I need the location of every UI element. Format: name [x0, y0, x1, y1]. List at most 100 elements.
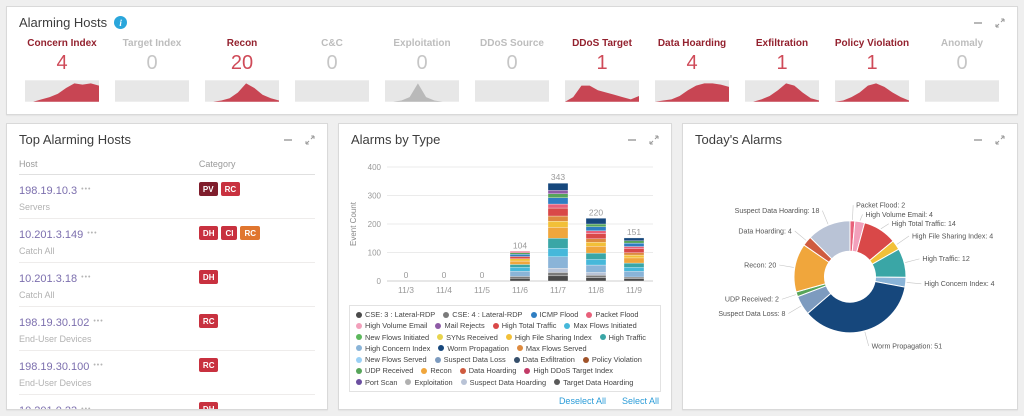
bar-segment[interactable]	[585, 246, 607, 254]
minimize-icon[interactable]	[283, 135, 293, 145]
alarm-badge-rc[interactable]: RC	[198, 314, 219, 328]
bar-segment[interactable]	[547, 227, 569, 239]
legend-item-mail-rejects[interactable]: Mail Rejects	[435, 321, 485, 330]
category-count[interactable]: 0	[956, 52, 968, 74]
bar-segment[interactable]	[623, 267, 645, 272]
bar-segment[interactable]	[547, 203, 569, 209]
expand-icon[interactable]	[649, 134, 659, 145]
category-count[interactable]: 0	[326, 52, 338, 74]
legend-item-high-total-traffic[interactable]: High Total Traffic	[492, 321, 556, 330]
bar-segment[interactable]	[585, 242, 607, 247]
bar-segment[interactable]	[623, 262, 645, 268]
category-count[interactable]: 4	[56, 52, 68, 74]
bar-segment[interactable]	[623, 271, 645, 278]
legend-item-udp-received[interactable]: UDP Received	[356, 366, 413, 375]
bar-segment[interactable]	[509, 254, 531, 257]
bar-segment[interactable]	[509, 260, 531, 265]
legend-item-data-exfiltration[interactable]: Data Exfiltration	[513, 355, 575, 364]
bar-segment[interactable]	[509, 252, 531, 255]
bar-segment[interactable]	[547, 190, 569, 194]
bar-segment[interactable]	[547, 272, 569, 277]
host-menu-icon[interactable]: •••	[81, 186, 92, 194]
host-menu-icon[interactable]: •••	[93, 318, 104, 326]
legend-item-data-hoarding[interactable]: Data Hoarding	[459, 366, 516, 375]
bar-segment[interactable]	[547, 248, 569, 257]
bar-segment[interactable]	[585, 252, 607, 260]
bar-segment[interactable]	[585, 272, 607, 276]
legend-item-high-traffic[interactable]: High Traffic	[599, 333, 646, 342]
alarm-badge-dh[interactable]: DH	[198, 270, 219, 284]
host-menu-icon[interactable]: •••	[87, 230, 98, 238]
legend-item-recon[interactable]: Recon	[421, 366, 452, 375]
bar-segment[interactable]	[623, 237, 645, 241]
bar-segment[interactable]	[547, 238, 569, 249]
host-link[interactable]: 198.19.30.102	[19, 317, 90, 329]
host-link[interactable]: 198.19.30.100	[19, 361, 90, 373]
pie-slice-worm-propagation[interactable]	[806, 280, 906, 334]
legend-item-policy-violation[interactable]: Policy Violation	[582, 355, 642, 364]
deselect-all-link[interactable]: Deselect All	[558, 395, 606, 406]
category-count[interactable]: 4	[686, 52, 698, 74]
legend-item-new-flows-served[interactable]: New Flows Served	[356, 355, 427, 364]
category-count[interactable]: 0	[416, 52, 428, 74]
bar-segment[interactable]	[509, 267, 531, 272]
bar-segment[interactable]	[509, 271, 531, 277]
category-count[interactable]: 1	[596, 52, 608, 74]
bar-segment[interactable]	[585, 264, 607, 273]
bar-segment[interactable]	[547, 215, 569, 222]
bar-segment[interactable]	[623, 276, 645, 279]
bar-segment[interactable]	[623, 252, 645, 256]
category-count[interactable]: 1	[776, 52, 788, 74]
expand-icon[interactable]	[305, 134, 315, 145]
bar-segment[interactable]	[509, 278, 531, 282]
host-link[interactable]: 198.19.10.3	[19, 185, 78, 197]
legend-item-syns-received[interactable]: SYNs Received	[437, 333, 498, 342]
bar-segment[interactable]	[623, 257, 645, 264]
alarm-badge-dh[interactable]: DH	[198, 402, 219, 409]
legend-item-high-ddos-target-index[interactable]: High DDoS Target Index	[524, 366, 613, 375]
host-menu-icon[interactable]: •••	[93, 362, 104, 370]
bar-segment[interactable]	[547, 197, 569, 205]
legend-item-icmp-flood[interactable]: ICMP Flood	[530, 310, 578, 319]
bar-segment[interactable]	[547, 268, 569, 273]
legend-item-cse-4-lateral-rdp[interactable]: CSE: 4 : Lateral-RDP	[443, 310, 523, 319]
host-link[interactable]: 10.201.3.149	[19, 229, 84, 241]
host-menu-icon[interactable]: •••	[81, 406, 92, 410]
expand-icon[interactable]	[995, 134, 1005, 145]
legend-item-suspect-data-loss[interactable]: Suspect Data Loss	[434, 355, 506, 364]
legend-item-high-volume-email[interactable]: High Volume Email	[356, 321, 427, 330]
bar-segment[interactable]	[547, 275, 569, 282]
legend-item-exploitation[interactable]: Exploitation	[405, 378, 453, 387]
bar-segment[interactable]	[509, 264, 531, 268]
info-icon[interactable]: i	[114, 16, 128, 29]
category-count[interactable]: 0	[506, 52, 518, 74]
alarm-badge-dh[interactable]: DH	[198, 226, 219, 240]
legend-item-suspect-data-hoarding[interactable]: Suspect Data Hoarding	[460, 378, 546, 387]
bar-segment[interactable]	[547, 193, 569, 198]
legend-item-port-scan[interactable]: Port Scan	[356, 378, 397, 387]
category-count[interactable]: 0	[146, 52, 158, 74]
legend-item-high-file-sharing-index[interactable]: High File Sharing Index	[505, 333, 592, 342]
bar-segment[interactable]	[623, 248, 645, 253]
legend-item-worm-propagation[interactable]: Worm Propagation	[438, 344, 509, 353]
alarm-badge-rc[interactable]: RC	[240, 226, 261, 240]
host-menu-icon[interactable]: •••	[81, 274, 92, 282]
host-link[interactable]: 10.201.3.18	[19, 273, 78, 285]
expand-icon[interactable]	[995, 17, 1005, 28]
bar-segment[interactable]	[547, 256, 569, 269]
legend-item-max-flows-served[interactable]: Max Flows Served	[516, 344, 587, 353]
bar-segment[interactable]	[547, 183, 569, 191]
bar-segment[interactable]	[509, 258, 531, 262]
alarm-badge-rc[interactable]: RC	[220, 182, 241, 196]
bar-segment[interactable]	[547, 207, 569, 217]
category-count[interactable]: 1	[866, 52, 878, 74]
minimize-icon[interactable]	[973, 135, 983, 145]
bar-segment[interactable]	[623, 240, 645, 244]
bar-segment[interactable]	[585, 259, 607, 266]
bar-segment[interactable]	[585, 226, 607, 231]
bar-segment[interactable]	[585, 277, 607, 282]
bar-segment[interactable]	[585, 233, 607, 239]
bar-segment[interactable]	[585, 275, 607, 278]
bar-segment[interactable]	[585, 218, 607, 225]
alarm-badge-ci[interactable]: CI	[221, 226, 238, 240]
